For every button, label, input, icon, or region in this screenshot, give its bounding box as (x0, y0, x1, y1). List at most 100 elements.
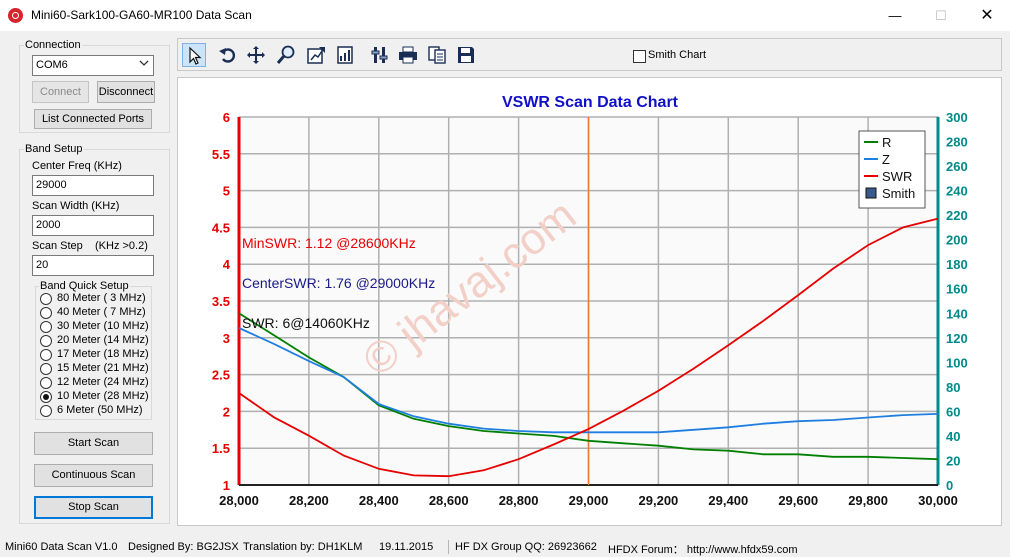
x-tick-label: 30,000 (918, 493, 958, 508)
y-right-tick-label: 40 (946, 429, 960, 444)
radio-button[interactable] (40, 335, 52, 347)
band-radio-label: 6 Meter (50 MHz) (57, 404, 143, 416)
annotation-swr-cursor: SWR: 6@14060KHz (242, 315, 370, 331)
legend-label-r: R (882, 135, 891, 150)
y-right-tick-label: 280 (946, 135, 968, 150)
y-right-tick-label: 160 (946, 282, 968, 297)
status-bar: Mini60 Data Scan V1.0 Designed By: BG2JS… (0, 538, 1010, 556)
y-right-tick-label: 0 (946, 478, 953, 493)
x-tick-label: 29,800 (848, 493, 888, 508)
zoom-tool[interactable] (274, 43, 298, 67)
copy-icon (428, 46, 446, 64)
print-icon (399, 46, 417, 64)
radio-button[interactable] (40, 363, 52, 375)
export-icon (307, 47, 325, 64)
series-line-swr (238, 217, 939, 478)
x-tick-label: 29,600 (778, 493, 818, 508)
continuous-scan-button[interactable]: Continuous Scan (34, 464, 153, 487)
port-select[interactable]: COM6 (32, 55, 154, 76)
y-right-tick-label: 180 (946, 257, 968, 272)
chart-toolbar: Smith Chart (177, 38, 1002, 71)
x-tick-label: 28,000 (219, 493, 259, 508)
annotation-center-swr: CenterSWR: 1.76 @29000KHz (242, 275, 435, 291)
y-right-tick-label: 120 (946, 331, 968, 346)
undo-tool[interactable] (216, 43, 240, 67)
minimize-button[interactable]: — (888, 8, 902, 23)
band-radio-label: 12 Meter (24 MHz) (57, 376, 149, 388)
y-left-tick-label: 6 (223, 110, 230, 125)
legend-label-swr: SWR (882, 169, 912, 184)
radio-button[interactable] (40, 307, 52, 319)
band-radio-label: 80 Meter ( 3 MHz) (57, 292, 146, 304)
status-version: Mini60 Data Scan V1.0 (5, 541, 118, 553)
save-tool[interactable] (454, 43, 478, 67)
y-right-tick-label: 20 (946, 453, 960, 468)
band-radio-label: 15 Meter (21 MHz) (57, 362, 149, 374)
legend-label-smith: Smith (882, 186, 915, 201)
legend-swatch-smith (865, 187, 877, 199)
start-scan-button[interactable]: Start Scan (34, 432, 153, 455)
x-tick-label: 28,600 (429, 493, 469, 508)
scan-step-input[interactable]: 20 (32, 255, 154, 276)
band-radio-label: 17 Meter (18 MHz) (57, 348, 149, 360)
pan-tool[interactable] (244, 43, 268, 67)
y-right-tick-label: 80 (946, 380, 960, 395)
settings-icon (371, 47, 388, 63)
radio-button[interactable] (40, 321, 52, 333)
center-freq-input[interactable]: 29000 (32, 175, 154, 196)
y-left-tick-label: 1.5 (212, 441, 230, 456)
smith-chart-label[interactable]: Smith Chart (648, 49, 707, 61)
smith-chart-checkbox[interactable] (633, 50, 646, 63)
x-tick-label: 28,200 (289, 493, 329, 508)
y-right-tick-label: 200 (946, 233, 968, 248)
y-right-tick-label: 100 (946, 355, 968, 370)
x-tick-label: 28,400 (359, 493, 399, 508)
status-translation: Translation by: DH1KLM (243, 541, 363, 553)
connection-legend: Connection (24, 39, 82, 51)
x-tick-label: 29,400 (708, 493, 748, 508)
radio-button[interactable] (40, 377, 52, 389)
center-freq-label: Center Freq (KHz) (32, 160, 122, 172)
y-right-tick-label: 300 (946, 110, 968, 125)
annotation-min-swr: MinSWR: 1.12 @28600KHz (242, 235, 416, 251)
port-value: COM6 (36, 59, 68, 71)
connect-button[interactable]: Connect (32, 81, 89, 103)
stop-scan-button[interactable]: Stop Scan (34, 496, 153, 519)
band-setup-group (19, 149, 170, 524)
list-ports-button[interactable]: List Connected Ports (34, 109, 152, 129)
band-radio-label: 10 Meter (28 MHz) (57, 390, 149, 402)
band-setup-legend: Band Setup (24, 143, 84, 155)
print-tool[interactable] (396, 43, 420, 67)
disconnect-button[interactable]: Disconnect (97, 81, 155, 103)
radio-button[interactable] (40, 293, 52, 305)
chart-legend: RZ SWR Smith (858, 130, 926, 209)
settings-tool[interactable] (368, 43, 392, 67)
y-left-tick-label: 3 (223, 331, 230, 346)
x-tick-label: 29,200 (639, 493, 679, 508)
app-icon (8, 8, 23, 23)
y-left-tick-label: 4 (223, 257, 231, 272)
chevron-down-icon (139, 60, 149, 66)
radio-button[interactable] (40, 349, 52, 361)
window-title: Mini60-Sark100-GA60-MR100 Data Scan (31, 8, 252, 22)
status-forum: HFDX Forum： http://www.hfdx59.com (608, 544, 798, 556)
status-designed: Designed By: BG2JSX (128, 541, 239, 553)
y-left-tick-label: 2 (223, 404, 230, 419)
pointer-tool[interactable] (182, 43, 206, 67)
copy-tool[interactable] (425, 43, 449, 67)
y-left-tick-label: 3.5 (212, 294, 230, 309)
y-right-tick-label: 140 (946, 306, 968, 321)
export-tool[interactable] (304, 43, 328, 67)
zoom-icon (276, 45, 295, 64)
radio-button[interactable] (40, 405, 52, 417)
close-button[interactable]: ✕ (980, 7, 994, 24)
radio-button[interactable] (40, 391, 52, 403)
undo-icon (219, 48, 235, 63)
chart-data-tool[interactable] (333, 43, 357, 67)
chart-data-icon (337, 46, 353, 64)
y-right-tick-label: 60 (946, 404, 960, 419)
y-left-tick-label: 5.5 (212, 147, 230, 162)
scan-width-input[interactable]: 2000 (32, 215, 154, 236)
maximize-button[interactable]: ☐ (935, 8, 947, 23)
